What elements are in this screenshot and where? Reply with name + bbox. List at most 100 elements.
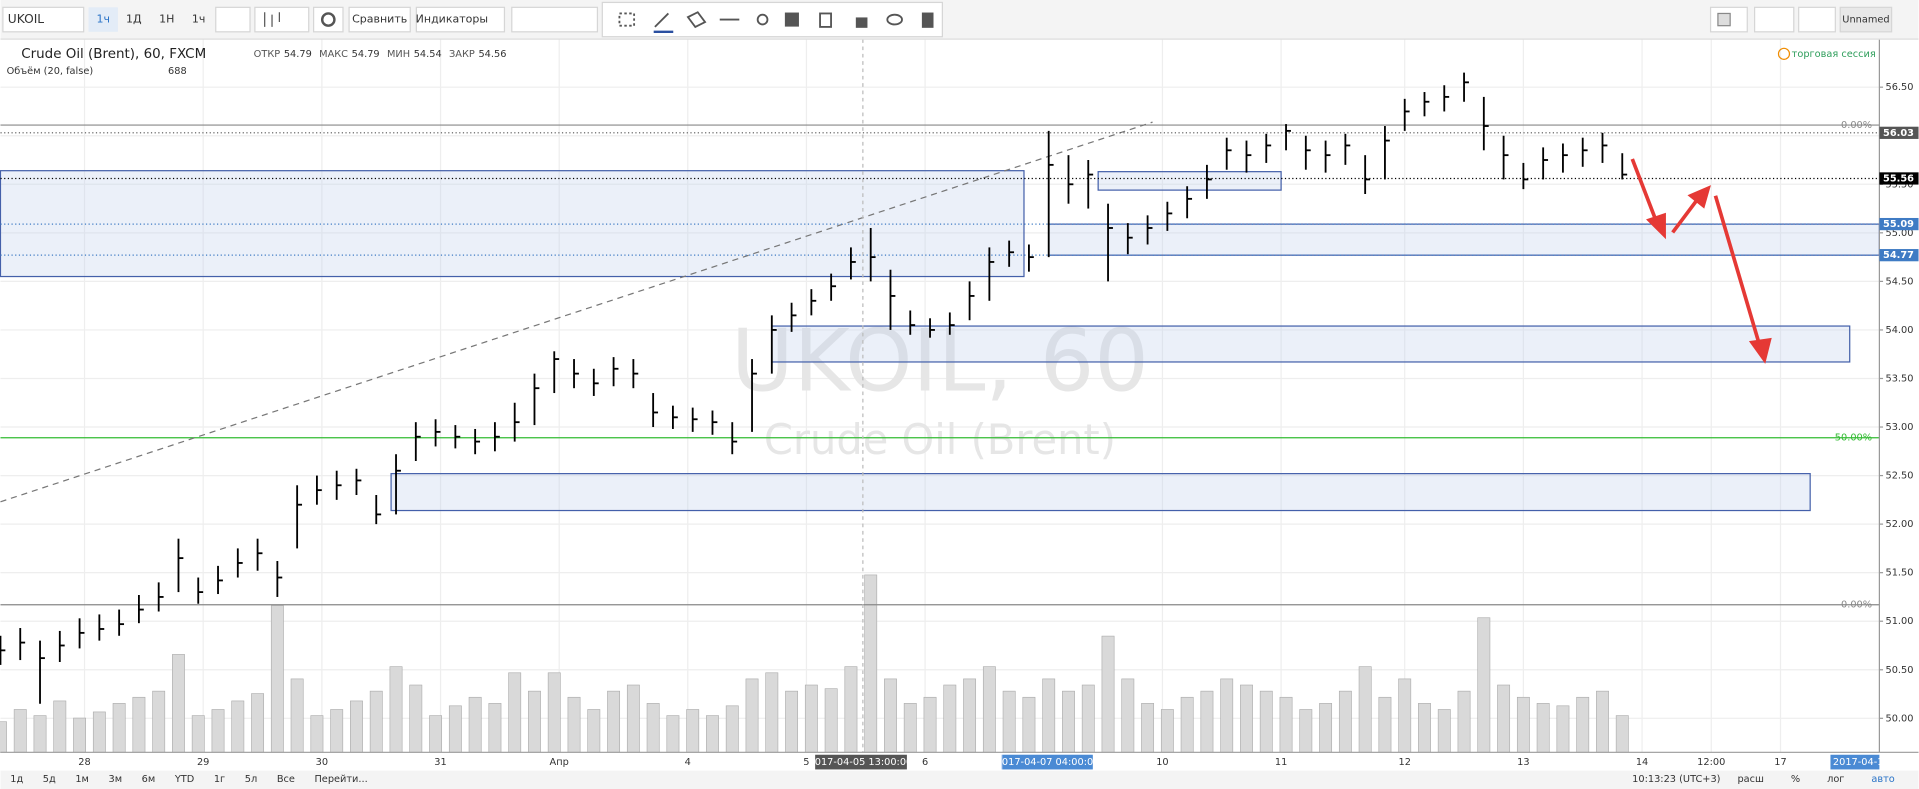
y-tick-label: 54.00 — [1886, 325, 1914, 336]
y-tick-label: 56.50 — [1886, 82, 1914, 93]
range-button[interactable]: 5л — [245, 774, 257, 785]
volume-bar — [231, 700, 245, 753]
scale-option[interactable]: лог — [1827, 774, 1844, 785]
range-button[interactable]: 5д — [43, 774, 56, 785]
select-icon[interactable] — [618, 12, 636, 27]
layer-icon[interactable] — [784, 12, 799, 27]
volume-bar — [429, 715, 443, 753]
chart-type-button[interactable] — [254, 6, 310, 33]
arrow — [1713, 195, 1762, 346]
range-button[interactable]: 1г — [214, 774, 225, 785]
volume-bar — [666, 715, 680, 753]
x-tick-label: 12:00 — [1697, 757, 1725, 768]
clone-icon[interactable] — [819, 12, 832, 28]
volume-bar — [73, 717, 87, 753]
layout-name[interactable]: Unnamed — [1842, 15, 1889, 26]
volume-bar — [132, 696, 146, 753]
x-tick-label: 10 — [1156, 757, 1168, 768]
price-label: 55.09 — [1883, 219, 1914, 230]
volume-bar — [884, 678, 897, 753]
price-label: 54.77 — [1883, 250, 1914, 261]
range-button[interactable]: Перейти... — [314, 774, 367, 785]
eye-icon[interactable] — [886, 13, 903, 26]
cursor-label-bg — [815, 754, 907, 770]
time-axis — [0, 752, 1919, 771]
volume-bar — [1299, 709, 1313, 753]
volume-bar — [1062, 690, 1075, 753]
volume-bar — [745, 678, 759, 753]
watermark-subtitle: Crude Oil (Brent) — [764, 415, 1116, 464]
volume-bar — [1398, 678, 1412, 753]
interval[interactable]: 1Н — [159, 13, 174, 26]
volume-value: 688 — [168, 66, 187, 77]
volume-bar — [1200, 690, 1214, 753]
plot: 0.00% 50.00% 0.00% — [0, 72, 1880, 753]
last-time-bg — [1830, 754, 1880, 770]
volume-bar — [1220, 678, 1234, 753]
scale-option[interactable]: авто — [1871, 774, 1894, 785]
range-label-bg — [1002, 754, 1093, 770]
legend-label: МАКС — [319, 49, 348, 60]
volume-bar — [369, 690, 383, 753]
zone — [390, 473, 1811, 512]
tools-button[interactable] — [511, 6, 599, 33]
volume-bar — [1022, 696, 1036, 753]
symbol[interactable]: UKOIL — [8, 12, 45, 26]
chart-type-icon — [264, 12, 280, 27]
x-tick-label: Апр — [550, 757, 569, 768]
grid — [0, 36, 1880, 753]
compare-button[interactable] — [348, 6, 411, 33]
volume-bar — [1437, 709, 1451, 753]
cloud-save[interactable] — [1798, 6, 1836, 33]
compare[interactable]: Сравнить — [352, 13, 407, 26]
volume-bar — [92, 711, 106, 753]
volume-title: Объём (20, false) — [7, 65, 94, 77]
volume-bar — [1497, 684, 1511, 753]
volume-bar — [646, 703, 660, 753]
scale-option[interactable]: % — [1791, 774, 1800, 785]
indicators[interactable]: Индикаторы — [416, 13, 488, 26]
legend-title: Crude Oil (Brent), 60, FXCM — [21, 47, 206, 62]
volume-bar — [488, 703, 502, 753]
x-axis: 28 29 30 31 Апр 4 5 6 10 11 12 13 14 12:00 17 — [78, 757, 1786, 768]
symbol-input[interactable] — [2, 6, 85, 33]
volume-bar — [1516, 696, 1530, 753]
session: торговая сессия — [1792, 49, 1876, 60]
indicators-button[interactable] — [415, 6, 506, 33]
x-tick-label: 11 — [1275, 757, 1287, 768]
x-tick-label: 28 — [78, 757, 90, 768]
volume-bar — [706, 715, 719, 753]
volume-bar — [1536, 703, 1550, 753]
interval[interactable]: 1ч — [96, 13, 110, 26]
cloud-load[interactable] — [1754, 6, 1795, 33]
range-button[interactable]: 6м — [142, 774, 156, 785]
range-button[interactable]: Все — [277, 774, 295, 785]
x-tick-label: 6 — [922, 757, 928, 768]
interval[interactable]: 1ч — [192, 13, 206, 26]
range-button[interactable]: 3м — [109, 774, 123, 785]
arrow-head — [1687, 185, 1711, 209]
lock-icon[interactable] — [855, 17, 868, 28]
volume-bar — [547, 672, 561, 753]
scale-option[interactable]: расш — [1737, 774, 1764, 785]
layout-name-box[interactable] — [1839, 6, 1893, 33]
legend-fields: ОТКР 54.79 МАКС 54.79 МИН 54.54 ЗАКР 54.56 — [254, 49, 507, 60]
trash-icon[interactable] — [921, 12, 934, 28]
volume-bar — [1615, 715, 1629, 753]
volume-bar — [468, 696, 482, 753]
arrow-head — [1748, 337, 1772, 364]
range-button[interactable]: 1м — [75, 774, 89, 785]
volume-bar — [765, 672, 779, 753]
volume-bar — [903, 703, 917, 753]
settings-icon[interactable] — [756, 13, 769, 26]
range-button[interactable]: YTD — [174, 774, 194, 785]
volume-bar — [804, 684, 818, 753]
fill-icon[interactable] — [686, 11, 707, 29]
volume-bar — [1279, 696, 1293, 753]
settings-button[interactable] — [313, 6, 344, 33]
range-button[interactable]: 1д — [10, 774, 23, 785]
menu-button[interactable] — [215, 6, 251, 33]
interval[interactable]: 1Д — [126, 13, 142, 26]
pen-icon[interactable] — [654, 12, 670, 28]
